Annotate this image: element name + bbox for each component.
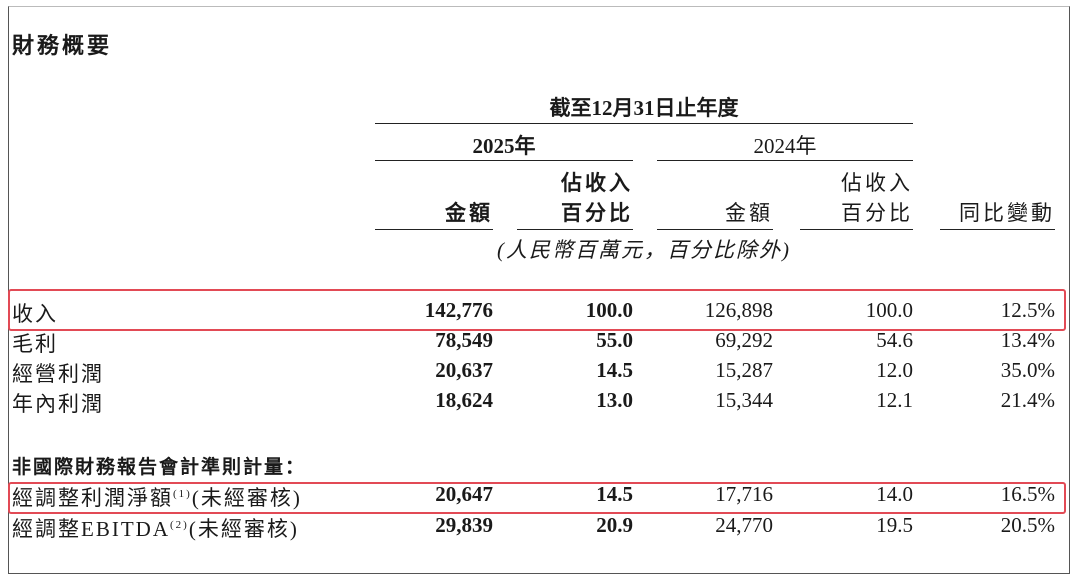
year-2025-header: 2025年 xyxy=(472,134,536,158)
col-yoy: 同比變動 xyxy=(959,201,1055,225)
row-label-text: 收入 xyxy=(12,302,58,326)
page-title: 財務概要 xyxy=(12,34,113,59)
cell-v2024: 15,344 xyxy=(715,388,773,412)
row-label-text: 經調整EBITDA xyxy=(12,517,170,541)
cell-p2025: 20.9 xyxy=(596,513,633,537)
cell-yoy: 12.5% xyxy=(1000,298,1055,322)
cell-p2024: 12.1 xyxy=(876,388,913,412)
cell-yoy: 21.4% xyxy=(1000,388,1055,412)
cell-yoy: 13.4% xyxy=(1000,328,1055,352)
cell-v2025: 20,647 xyxy=(435,482,493,506)
divider xyxy=(375,229,493,230)
cell-p2024: 12.0 xyxy=(876,358,913,382)
highlight-box-revenue xyxy=(8,289,1066,331)
non-ifrs-heading: 非國際財務報告會計準則計量： xyxy=(12,456,307,478)
row-label: 毛利 xyxy=(12,328,58,358)
cell-v2024: 24,770 xyxy=(715,513,773,537)
col-amount-2025: 金額 xyxy=(445,201,493,225)
cell-v2025: 20,637 xyxy=(435,358,493,382)
row-label-text: 經營利潤 xyxy=(12,362,104,386)
row-label-text: 經調整利潤淨額 xyxy=(12,486,173,510)
period-header: 截至12月31日止年度 xyxy=(549,96,739,120)
cell-p2024: 100.0 xyxy=(865,298,913,322)
year-2024-header: 2024年 xyxy=(753,134,817,158)
divider xyxy=(800,229,913,230)
cell-p2025: 55.0 xyxy=(596,328,633,352)
cell-v2025: 142,776 xyxy=(424,298,493,322)
cell-v2025: 78,549 xyxy=(435,328,493,352)
cell-p2024: 19.5 xyxy=(876,513,913,537)
cell-p2024: 54.6 xyxy=(876,328,913,352)
footnote-ref: (2) xyxy=(170,519,189,531)
cell-yoy: 20.5% xyxy=(1000,513,1055,537)
unaudited-label: (未經審核) xyxy=(188,517,299,541)
footnote-ref: (1) xyxy=(173,488,192,500)
cell-p2025: 14.5 xyxy=(596,358,633,382)
cell-v2025: 18,624 xyxy=(435,388,493,412)
row-label: 經營利潤 xyxy=(12,358,104,388)
col-pct-2024-line2: 百分比 xyxy=(841,201,913,225)
cell-v2024: 15,287 xyxy=(715,358,773,382)
row-label: 收入 xyxy=(12,298,58,328)
cell-p2025: 14.5 xyxy=(596,482,633,506)
row-label: 經調整EBITDA(2)(未經審核) xyxy=(12,513,299,543)
cell-v2024: 69,292 xyxy=(715,328,773,352)
divider xyxy=(657,229,773,230)
cell-v2024: 126,898 xyxy=(704,298,773,322)
row-label-text: 年內利潤 xyxy=(12,392,104,416)
divider xyxy=(657,160,913,161)
row-label-text: 毛利 xyxy=(12,332,58,356)
cell-v2025: 29,839 xyxy=(435,513,493,537)
divider xyxy=(517,229,633,230)
highlight-box-adjusted-net-profit xyxy=(8,482,1066,514)
unit-note: (人民幣百萬元，百分比除外) xyxy=(497,238,791,262)
cell-yoy: 35.0% xyxy=(1000,358,1055,382)
col-amount-2024: 金額 xyxy=(725,201,773,225)
col-pct-2024-line1: 佔收入 xyxy=(841,171,913,195)
cell-v2024: 17,716 xyxy=(715,482,773,506)
col-pct-2025-line1: 佔收入 xyxy=(561,171,633,195)
unaudited-label: (未經審核) xyxy=(191,486,302,510)
divider xyxy=(375,123,913,124)
cell-p2025: 13.0 xyxy=(596,388,633,412)
col-pct-2025-line2: 百分比 xyxy=(561,201,633,225)
divider xyxy=(375,160,633,161)
cell-yoy: 16.5% xyxy=(1000,482,1055,506)
divider xyxy=(940,229,1055,230)
row-label: 年內利潤 xyxy=(12,388,104,418)
cell-p2024: 14.0 xyxy=(876,482,913,506)
cell-p2025: 100.0 xyxy=(585,298,633,322)
row-label: 經調整利潤淨額(1)(未經審核) xyxy=(12,482,302,512)
